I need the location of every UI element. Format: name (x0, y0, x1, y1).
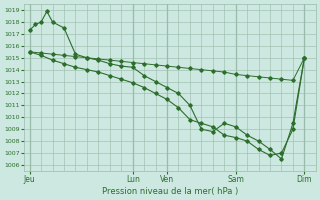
X-axis label: Pression niveau de la mer( hPa ): Pression niveau de la mer( hPa ) (102, 187, 238, 196)
